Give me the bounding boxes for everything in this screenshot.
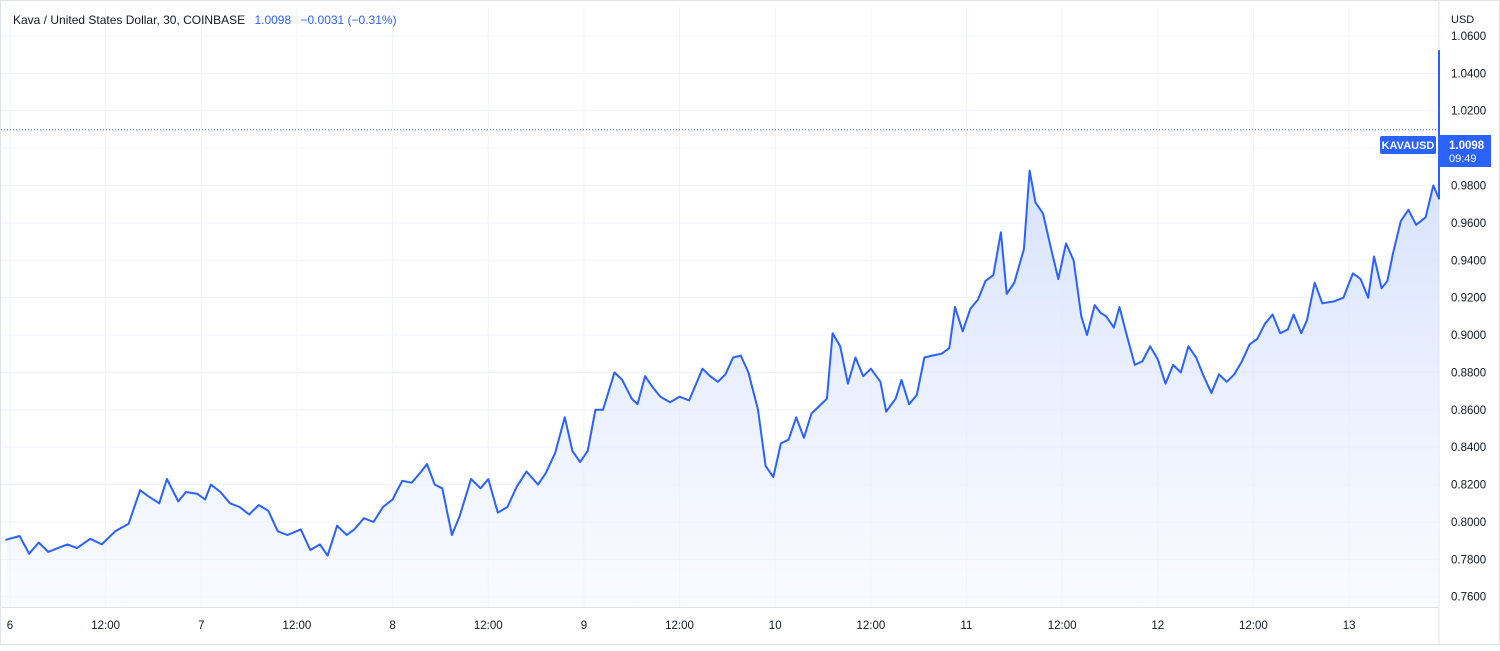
y-tick-label: 0.7600 [1451, 592, 1486, 604]
x-tick-label: 12:00 [283, 620, 312, 632]
y-tick-label: 1.0200 [1451, 106, 1486, 118]
last-price-tag-countdown: 09:49 [1449, 153, 1477, 165]
last-price-tag: 1.0098 09:49 [1439, 135, 1491, 167]
legend-change: −0.0031 (−0.31%) [300, 13, 397, 27]
y-tick-label: 0.7800 [1451, 554, 1486, 566]
series-area-fill [6, 50, 1440, 607]
y-tick-label: 1.0400 [1451, 68, 1486, 80]
y-tick-label: 0.8400 [1451, 442, 1486, 454]
currency-label: USD [1451, 14, 1474, 26]
y-tick-label: 0.9000 [1451, 330, 1486, 342]
time-axis[interactable]: 6 12:00 7 12:00 8 12:00 9 12:00 10 12:00 11 12:00 12… [7, 620, 1356, 632]
x-tick-label: 11 [961, 620, 973, 632]
series-area [6, 50, 1440, 607]
x-tick-label: 12:00 [91, 620, 120, 632]
x-tick-label: 10 [769, 620, 782, 632]
x-tick-label: 12:00 [1048, 620, 1077, 632]
chart-legend: Kava / United States Dollar, 30, COINBAS… [13, 13, 397, 27]
x-tick-label: 12:00 [856, 620, 885, 632]
y-tick-label: 0.8800 [1451, 367, 1486, 379]
x-tick-label: 6 [7, 620, 13, 632]
y-tick-label: 0.9600 [1451, 218, 1486, 230]
series-line-path [5, 49, 1440, 557]
y-tick-label: 0.9800 [1451, 181, 1486, 193]
x-tick-label: 12:00 [474, 620, 503, 632]
x-tick-label: 7 [198, 620, 204, 632]
price-axis[interactable]: 0.7600 0.7800 0.8000 0.8200 0.8400 0.8600 0.88… [1451, 31, 1486, 604]
series-line [5, 49, 1440, 557]
symbol-price-tag-label: KAVAUSD [1382, 140, 1435, 152]
legend-last-value: 1.0098 [254, 13, 292, 27]
x-tick-label: 13 [1343, 620, 1356, 632]
y-tick-label: 1.0600 [1451, 31, 1486, 43]
y-tick-label: 0.9400 [1451, 255, 1486, 267]
symbol-price-tag: KAVAUSD [1380, 136, 1436, 154]
y-tick-label: 0.8200 [1451, 480, 1486, 492]
x-tick-label: 12:00 [1239, 620, 1268, 632]
x-tick-label: 9 [581, 620, 587, 632]
y-tick-label: 0.9200 [1451, 293, 1486, 305]
x-tick-label: 12 [1151, 620, 1164, 632]
y-tick-label: 0.8000 [1451, 517, 1486, 529]
x-tick-label: 8 [389, 620, 395, 632]
legend-symbol: Kava / United States Dollar, 30, COINBAS… [13, 13, 246, 27]
x-tick-label: 12:00 [665, 620, 694, 632]
y-tick-label: 0.8600 [1451, 405, 1486, 417]
last-price-tag-value: 1.0098 [1449, 140, 1485, 152]
